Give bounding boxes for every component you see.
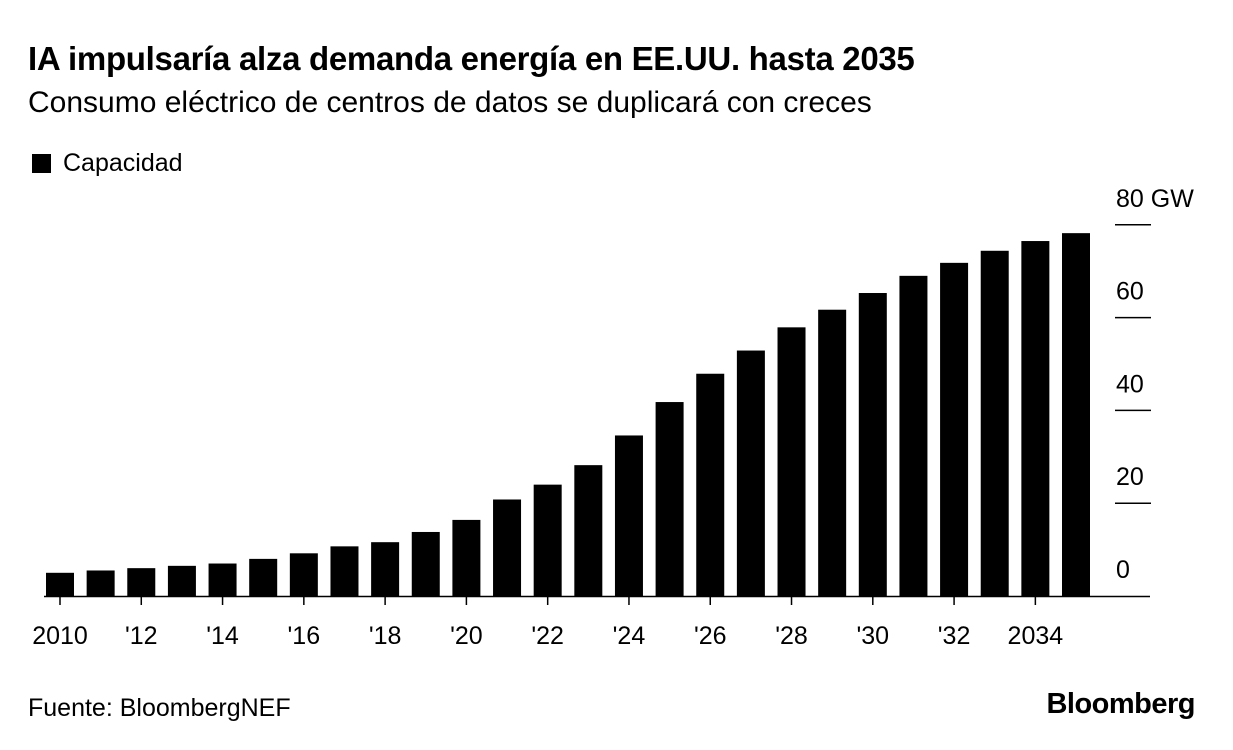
bar-2017 [330,546,359,596]
x-tick-label: '26 [694,622,727,650]
bar-2019 [411,531,440,596]
x-tick-label: '30 [857,622,890,650]
chart-subtitle: Consumo eléctrico de centros de datos se… [28,86,872,119]
x-tick-label: '28 [775,622,808,650]
bar-2015 [249,558,278,596]
bar-2018 [371,542,400,596]
bar-2013 [167,565,196,596]
x-tick-label: '12 [125,622,158,650]
bar-2035 [1062,233,1090,596]
y-tick-label: 60 [1116,278,1144,306]
bar-2030 [858,293,887,596]
bar-2026 [696,373,725,596]
legend-label: Capacidad [63,148,183,177]
bar-2020 [452,519,481,596]
bar-2012 [127,568,156,596]
legend-swatch [32,153,51,173]
bar-2034 [1021,241,1050,597]
x-tick-label: '18 [369,622,402,650]
bar-2025 [655,402,684,596]
x-tick-label: '32 [938,622,971,650]
bar-2029 [818,309,847,596]
bar-2014 [208,563,237,596]
bar-2031 [899,275,928,596]
bar-2033 [980,250,1009,596]
source-note: Fuente: BloombergNEF [28,694,291,722]
x-tick-label: '14 [206,622,239,650]
chart-title: IA impulsaría alza demanda energía en EE… [28,40,915,77]
x-tick-label: '22 [531,622,564,650]
bar-2022 [533,484,562,596]
bloomberg-logo: Bloomberg [1046,688,1195,720]
bar-2032 [940,262,969,596]
y-tick-label: 40 [1116,370,1144,398]
bar-2027 [736,350,765,596]
y-tick-label: 0 [1116,556,1130,584]
bar-2010 [46,572,74,596]
bar-2021 [493,499,522,596]
y-tick-label: 80 GW [1116,185,1194,213]
x-tick-label: 2010 [32,622,88,650]
bar-2024 [614,435,643,596]
bar-2023 [574,465,603,596]
bar-2011 [86,570,115,596]
x-tick-label: '24 [613,622,646,650]
y-tick-label: 20 [1116,463,1144,491]
x-tick-label: 2034 [1008,622,1064,650]
legend: Capacidad [32,148,183,178]
bar-2028 [777,327,806,596]
x-tick-label: '16 [288,622,321,650]
bar-2016 [289,553,318,596]
x-tick-label: '20 [450,622,483,650]
